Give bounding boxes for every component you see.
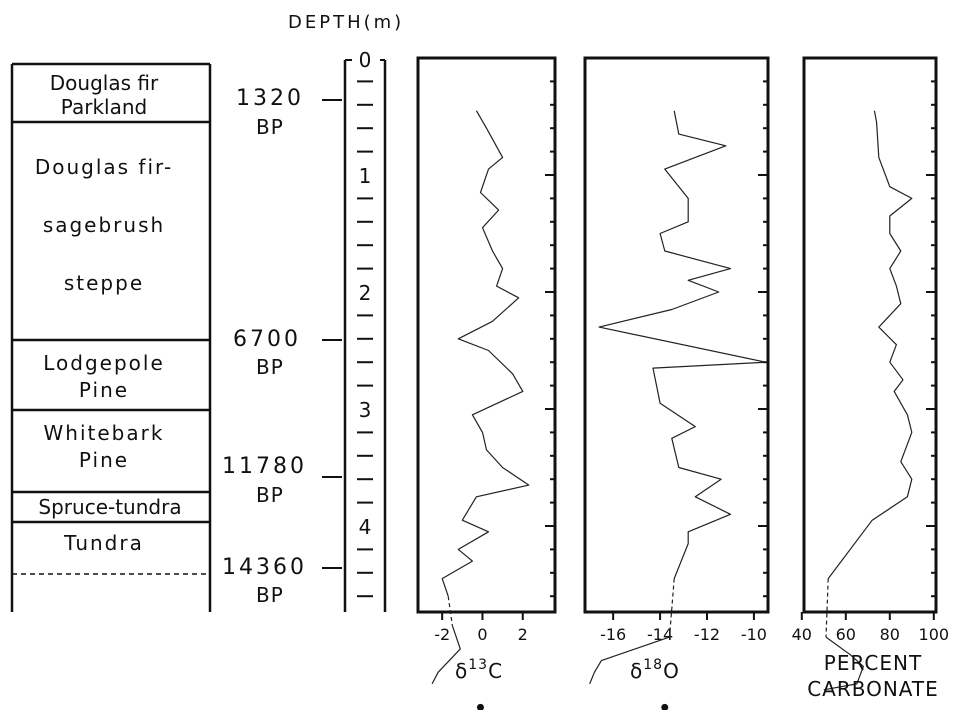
chart-percent-carbonate: 40 60 80 100 (792, 56, 950, 691)
depth-scale-column (343, 59, 387, 612)
zone-lodgepole-line2: Pine (79, 378, 129, 402)
series-line (823, 636, 865, 691)
d18o-axis-title: δ18O (630, 657, 680, 683)
zone-douglas-fir-parkland-line1: Douglas fir (50, 71, 159, 95)
age-6700-unit: BP (256, 355, 284, 379)
x-tick-label: 0 (477, 625, 487, 644)
x-tick-label: 80 (880, 625, 900, 644)
x-tick-label: -14 (647, 625, 673, 644)
panel-frame (583, 56, 770, 614)
sample-point (661, 703, 669, 710)
zone-spruce-tundra: Spruce-tundra (38, 495, 181, 519)
zone-douglas-fir-parkland-line2: Parkland (61, 95, 147, 119)
x-tick-label: -16 (600, 625, 626, 644)
x-tick-label: 2 (518, 625, 528, 644)
d18o-axis-title-isotope: 18 (643, 657, 663, 673)
series-line-dashed (825, 578, 829, 638)
zone-whitebark-line1: Whitebark (44, 421, 165, 445)
sample-point (476, 703, 484, 710)
d18o-axis-title-element: O (663, 659, 680, 683)
d13c-axis-title-delta: δ (455, 659, 468, 683)
x-tick-label: 100 (919, 625, 950, 644)
series-line (598, 110, 767, 579)
series-line (431, 625, 461, 685)
panel-frame (802, 56, 938, 614)
carbonate-axis-title-line2: CARBONATE (807, 677, 939, 701)
depth-labels: 0 1 2 3 4 (359, 48, 372, 539)
age-6700-value: 6700 (233, 327, 301, 352)
x-tick-label: -12 (694, 625, 720, 644)
age-14360-value: 14360 (222, 555, 307, 580)
x-tick-label: 60 (836, 625, 856, 644)
radiocarbon-ages: 1320 BP 6700 BP 11780 BP 14360 BP (222, 86, 342, 607)
vegetation-zone-column (10, 62, 212, 612)
depth-label-1: 1 (359, 164, 372, 188)
series-line (441, 110, 530, 597)
zone-whitebark-line2: Pine (79, 448, 129, 472)
series-line (827, 110, 913, 579)
panel-frame (416, 56, 557, 614)
zone-douglas-fir-sagebrush-line1: Douglas fir- (35, 155, 173, 179)
depth-minor-ticks (357, 80, 373, 598)
series-line-dashed (447, 596, 453, 626)
x-tick-label: -10 (741, 625, 767, 644)
depth-label-0: 0 (359, 48, 372, 72)
chart-d18o: -16 -14 -12 -10 (583, 56, 770, 710)
chart-d13c: -2 0 2 (416, 56, 557, 710)
d18o-axis-title-delta: δ (630, 659, 643, 683)
depth-title: DEPTH(m) (288, 12, 404, 33)
zone-lodgepole-line1: Lodgepole (43, 351, 165, 375)
series-line (589, 636, 670, 685)
zone-labels: Douglas fir Parkland Douglas fir- sagebr… (35, 71, 182, 555)
carbonate-axis-title-line1: PERCENT (824, 651, 922, 675)
age-14360-unit: BP (256, 583, 284, 607)
x-tick-label: 40 (792, 625, 812, 644)
zone-douglas-fir-sagebrush-line3: steppe (64, 271, 144, 295)
age-11780-unit: BP (256, 483, 284, 507)
d13c-axis-title: δ13C (455, 657, 503, 683)
age-1320-value: 1320 (236, 86, 304, 111)
series-line-dashed (668, 578, 675, 638)
depth-label-3: 3 (359, 398, 372, 422)
d13c-axis-title-isotope: 13 (468, 657, 488, 673)
d13c-axis-title-element: C (488, 659, 503, 683)
depth-label-4: 4 (359, 515, 372, 539)
zone-douglas-fir-sagebrush-line2: sagebrush (43, 213, 165, 237)
zone-tundra: Tundra (63, 531, 144, 555)
age-11780-value: 11780 (222, 454, 307, 479)
depth-label-2: 2 (359, 281, 372, 305)
x-tick-label: -2 (434, 625, 450, 644)
age-1320-unit: BP (256, 115, 284, 139)
